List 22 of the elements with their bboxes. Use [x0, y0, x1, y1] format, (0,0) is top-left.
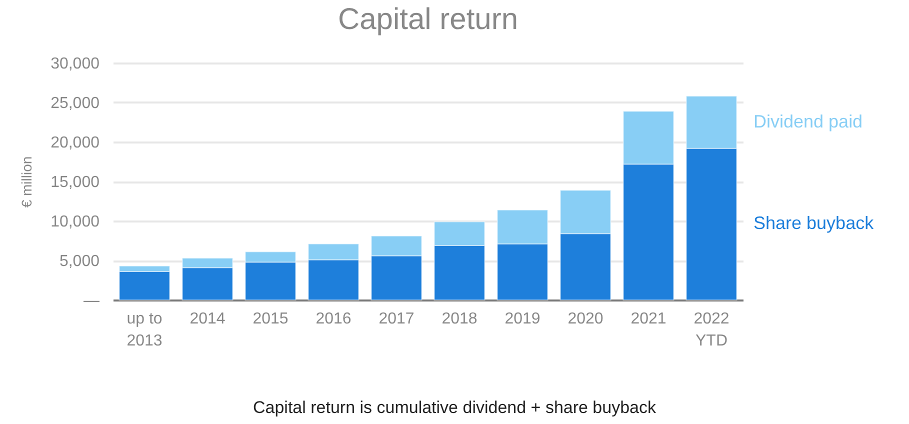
x-tick-label: 2016	[316, 310, 352, 328]
x-tick-label: 2021	[630, 310, 666, 328]
x-tick-label: 2014	[190, 310, 226, 328]
y-tick-label: 25,000	[50, 95, 100, 112]
y-tick-label: 15,000	[50, 174, 100, 191]
y-axis-title: € million	[18, 156, 35, 208]
text: Capital return is cumulative dividend + share buyback	[252, 398, 658, 418]
y-tick-label: —	[84, 292, 100, 310]
chart-title: Capital return	[338, 3, 518, 36]
y-tick-label: 20,000	[50, 134, 100, 152]
x-tick-label: 2015	[252, 310, 288, 328]
series-label: Share buyback	[754, 213, 875, 234]
y-tick-label: 10,000	[50, 214, 100, 230]
x-tick-label: 2017	[378, 310, 414, 328]
x-tick-label: 2019	[504, 310, 540, 328]
x-tick-label: 2022 YTD	[694, 310, 730, 350]
y-tick-label: 30,000	[50, 56, 100, 72]
x-tick-label: up to 2013	[126, 310, 162, 350]
x-tick-label: 2018	[442, 310, 478, 328]
x-tick-label: 2020	[568, 310, 604, 328]
y-tick-label: 5,000	[59, 253, 100, 270]
series-label: Dividend paid	[754, 111, 863, 132]
